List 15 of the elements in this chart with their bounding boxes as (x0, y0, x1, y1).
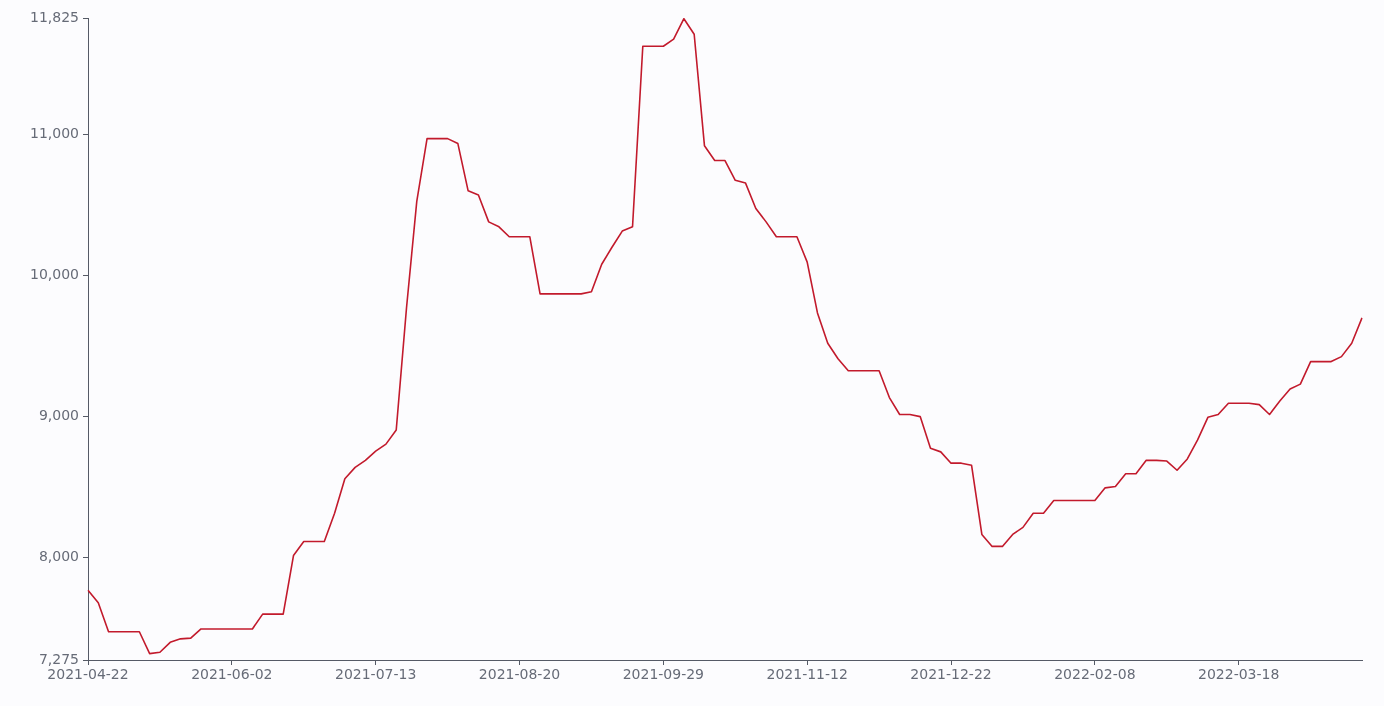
y-tick-label: 10,000 (30, 266, 79, 283)
x-tick-label: 2021-08-20 (478, 666, 561, 683)
x-tick-label: 2021-11-12 (766, 666, 848, 683)
y-tick-label: 11,000 (30, 125, 79, 142)
y-tick-label: 8,000 (38, 548, 79, 565)
y-tick-label: 11,825 (30, 8, 79, 25)
x-tick-label: 2021-09-29 (622, 666, 705, 683)
y-tick-label: 9,000 (38, 407, 79, 424)
x-tick-label: 2022-03-18 (1198, 666, 1280, 683)
y-tick-label: 7,275 (38, 650, 79, 667)
x-tick-label: 2021-06-02 (191, 666, 273, 683)
x-tick-label: 2021-07-13 (334, 666, 417, 683)
x-tick-label: 2021-04-22 (47, 666, 129, 683)
x-tick-label: 2022-02-08 (1054, 666, 1136, 683)
x-tick-label: 2021-12-22 (910, 666, 992, 683)
